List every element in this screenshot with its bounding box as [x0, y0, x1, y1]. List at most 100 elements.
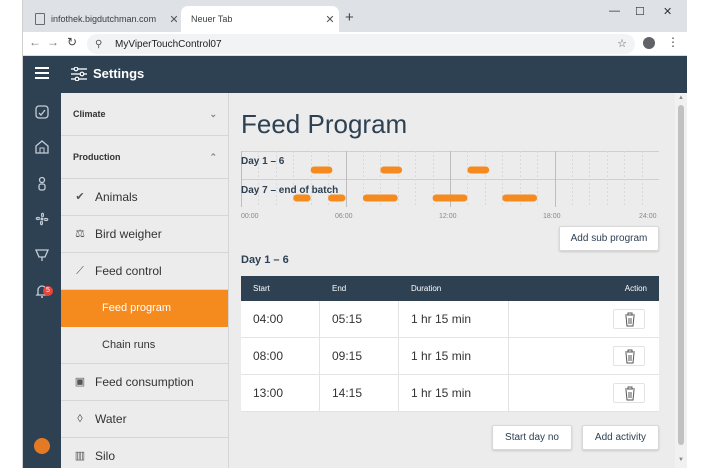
- menu-chain-runs[interactable]: Chain runs: [61, 327, 228, 364]
- duration-cell: 1 hr 15 min: [399, 301, 509, 338]
- feed-table: Start End Duration Action 04:00 05:15 1 …: [241, 276, 659, 412]
- menu-label: Silo: [95, 449, 116, 463]
- menu-label: Water: [95, 412, 127, 426]
- menu-label: Feed consumption: [95, 375, 194, 389]
- reload-icon[interactable]: ↻: [67, 35, 78, 49]
- page-icon: [35, 13, 45, 25]
- dashboard-icon[interactable]: [34, 104, 50, 120]
- forward-icon[interactable]: →: [47, 35, 59, 49]
- menu-label: Bird weigher: [95, 227, 162, 241]
- feed-timeline: Day 1 – 6 Day 7 – end of batch 00:00 06:…: [241, 151, 659, 221]
- feed-block[interactable]: [328, 194, 346, 202]
- bird-icon: ⚖: [75, 228, 85, 240]
- close-tab-icon[interactable]: ✕: [169, 13, 179, 26]
- delete-button[interactable]: [613, 309, 645, 329]
- start-day-no-button[interactable]: Start day no: [492, 425, 572, 450]
- search-icon: ⚲: [95, 38, 103, 50]
- address-text: MyViperTouchControl07: [115, 38, 222, 50]
- feed-block[interactable]: [310, 166, 333, 174]
- menu-bird-weigher[interactable]: ⚖ Bird weigher: [61, 216, 228, 253]
- house-icon[interactable]: [34, 139, 50, 155]
- back-icon[interactable]: ←: [29, 35, 41, 49]
- start-cell: 08:00: [241, 338, 320, 375]
- feed-block[interactable]: [432, 194, 468, 202]
- tab-infothek[interactable]: infothek.bigdutchman.com ✕: [25, 6, 183, 32]
- water-drop-icon: ◊: [77, 413, 83, 425]
- maximize-icon[interactable]: ☐: [635, 6, 645, 18]
- feed-block[interactable]: [362, 194, 398, 202]
- column-header: End: [332, 284, 347, 293]
- chart-icon: ⟋: [76, 265, 84, 277]
- menu-silo[interactable]: ▥ Silo: [61, 438, 228, 468]
- timeline-tick: 24:00: [639, 213, 657, 220]
- animals-icon: ✔: [75, 191, 85, 203]
- menu-feed-control[interactable]: ⟋ Feed control: [61, 253, 228, 290]
- browser-window: infothek.bigdutchman.com ✕ Neuer Tab ✕ +…: [22, 0, 687, 468]
- add-activity-button[interactable]: Add activity: [582, 425, 659, 450]
- minimize-icon[interactable]: —: [609, 5, 620, 17]
- tab-title: Neuer Tab: [191, 14, 233, 24]
- timeline-grid: [241, 151, 659, 207]
- tab-new[interactable]: Neuer Tab ✕: [181, 6, 339, 32]
- browser-toolbar: ← → ↻ ⚲ MyViperTouchControl07 ☆ ⋮: [23, 32, 687, 56]
- end-cell: 05:15: [320, 301, 399, 338]
- table-row: 13:00 14:15 1 hr 15 min: [241, 375, 659, 412]
- close-tab-icon[interactable]: ✕: [325, 13, 335, 26]
- profile-icon[interactable]: [643, 37, 655, 49]
- feed-block[interactable]: [502, 194, 538, 202]
- avatar[interactable]: [34, 438, 50, 454]
- fan-icon[interactable]: [34, 211, 50, 227]
- menu-label: Animals: [95, 190, 138, 204]
- timeline-tick: 06:00: [335, 213, 353, 220]
- timeline-row-label: Day 1 – 6: [241, 156, 285, 167]
- delete-button[interactable]: [613, 383, 645, 403]
- chevron-up-icon: ⌃: [209, 152, 217, 162]
- browser-menu-icon[interactable]: ⋮: [667, 35, 679, 49]
- end-cell: 09:15: [320, 338, 399, 375]
- scroll-down-icon[interactable]: ▼: [678, 457, 684, 463]
- menu-animals[interactable]: ✔ Animals: [61, 179, 228, 216]
- feed-block[interactable]: [467, 166, 490, 174]
- duration-cell: 1 hr 15 min: [399, 338, 509, 375]
- tab-title: infothek.bigdutchman.com: [51, 14, 157, 24]
- menu-feed-consumption[interactable]: ▣ Feed consumption: [61, 364, 228, 401]
- scrollbar[interactable]: ▲ ▼: [675, 93, 687, 468]
- feed-block[interactable]: [293, 194, 311, 202]
- menu-water[interactable]: ◊ Water: [61, 401, 228, 438]
- tab-strip: infothek.bigdutchman.com ✕ Neuer Tab ✕ +…: [23, 0, 687, 32]
- column-header: Duration: [411, 284, 442, 293]
- settings-menu: Climate ⌄ Production ⌃ ✔ Animals ⚖ Bird …: [61, 93, 229, 468]
- icon-rail: 5: [23, 93, 61, 468]
- column-header: Action: [624, 284, 647, 293]
- column-header: Start: [253, 284, 270, 293]
- section-title: Day 1 – 6: [241, 254, 289, 266]
- start-cell: 04:00: [241, 301, 320, 338]
- delete-button[interactable]: [613, 346, 645, 366]
- scroll-up-icon[interactable]: ▲: [678, 95, 684, 101]
- menu-feed-program[interactable]: Feed program: [61, 290, 228, 327]
- trash-icon: [625, 349, 635, 364]
- address-bar[interactable]: ⚲ MyViperTouchControl07 ☆: [87, 34, 635, 54]
- close-window-icon[interactable]: ✕: [663, 6, 673, 18]
- menu-production[interactable]: Production ⌃: [61, 136, 228, 179]
- scrollbar-thumb[interactable]: [678, 105, 684, 445]
- feed-block[interactable]: [380, 166, 403, 174]
- feeder-icon[interactable]: [34, 247, 50, 263]
- menu-label: Chain runs: [102, 339, 156, 351]
- main-content: Feed Program Day 1 – 6 Day 7 – end of ba…: [229, 93, 675, 468]
- menu-climate[interactable]: Climate ⌄: [61, 93, 228, 136]
- add-sub-program-button[interactable]: Add sub program: [559, 226, 659, 251]
- timeline-tick: 12:00: [439, 213, 457, 220]
- trash-icon: [625, 386, 635, 401]
- silo-icon: ▥: [74, 450, 86, 462]
- menu-label: Feed control: [95, 264, 162, 278]
- timeline-row-label: Day 7 – end of batch: [241, 185, 339, 196]
- person-icon[interactable]: [34, 175, 50, 191]
- app: Settings 5 Climate ⌄ Production ⌃ ✔ Anim: [23, 56, 687, 468]
- table-row: 08:00 09:15 1 hr 15 min: [241, 338, 659, 375]
- menu-label: Production: [73, 152, 121, 162]
- sliders-icon: [71, 67, 87, 81]
- new-tab-icon[interactable]: +: [345, 9, 354, 26]
- hamburger-menu-icon[interactable]: [35, 67, 49, 81]
- bookmark-star-icon[interactable]: ☆: [617, 38, 627, 50]
